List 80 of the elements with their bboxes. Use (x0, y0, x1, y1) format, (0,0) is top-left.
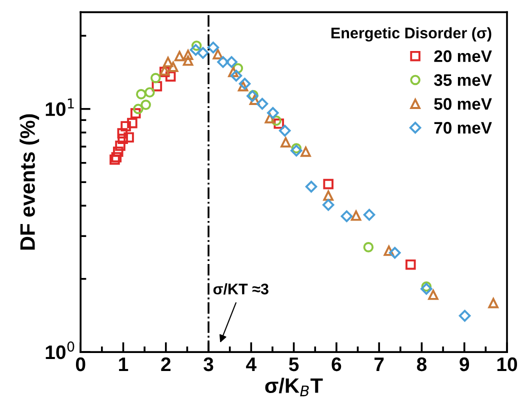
point (232, 63, 244, 74)
y-tick-label: 10$^{1}$ (46, 98, 74, 116)
point (133, 104, 144, 114)
point (165, 71, 176, 82)
legend-label: 50 meV (434, 98, 492, 110)
point (197, 47, 209, 59)
point (150, 72, 161, 84)
annotation: σ/KT ≈3 (213, 283, 268, 295)
point (271, 116, 282, 126)
point (136, 89, 146, 100)
x-tick-label: 4 (246, 358, 256, 372)
x-tick-label: 2 (161, 357, 171, 372)
point (152, 81, 162, 92)
point (182, 50, 194, 60)
point (115, 140, 126, 151)
point (168, 62, 178, 72)
point (228, 66, 238, 78)
point (458, 310, 471, 322)
point (162, 56, 174, 68)
point (182, 56, 194, 66)
x-tick-label: 3 (204, 357, 214, 372)
point (322, 199, 334, 211)
point (238, 81, 248, 92)
point (388, 246, 401, 259)
x-axis-title: σ/K$_{B}$T (265, 378, 323, 396)
point (249, 94, 260, 105)
point (127, 118, 138, 128)
point (174, 50, 185, 62)
point (274, 118, 284, 129)
point (212, 49, 224, 60)
point (140, 100, 151, 110)
point (230, 70, 242, 82)
point (305, 180, 318, 193)
x-tick-label: 9 (460, 357, 470, 372)
point (117, 128, 128, 138)
point (112, 146, 124, 157)
x-tick-label: 6 (332, 357, 342, 372)
point (323, 190, 334, 201)
point (421, 281, 432, 292)
x-tick-label: 5 (288, 358, 299, 372)
point (384, 246, 394, 256)
y-axis-title: DF events (%) (20, 114, 40, 250)
point (111, 152, 122, 162)
point (264, 113, 276, 124)
x-tick-label: 0 (76, 357, 86, 372)
point (110, 154, 120, 165)
point (144, 87, 155, 98)
point (290, 144, 302, 156)
point (420, 282, 432, 295)
point (190, 44, 202, 56)
point (267, 107, 279, 119)
legend-label: 70 meV (434, 122, 492, 134)
point (226, 56, 238, 68)
point (405, 259, 416, 270)
legend-title: Energetic Disorder (σ) (331, 27, 492, 42)
legend-label: 20 meV (434, 50, 492, 62)
y-tick-label: 10$^{0}$ (46, 341, 74, 360)
point (256, 98, 268, 110)
point (130, 108, 141, 118)
x-tick-label: 10 (497, 357, 518, 372)
point (291, 143, 302, 154)
legend-label: 35 meV (434, 74, 492, 86)
point (323, 178, 334, 190)
point (207, 42, 220, 54)
point (428, 290, 438, 300)
point (300, 146, 311, 157)
point (120, 121, 131, 132)
point (278, 124, 291, 137)
x-tick-label: 7 (374, 358, 384, 372)
point (217, 56, 229, 68)
point (280, 137, 291, 148)
point (340, 210, 353, 222)
point (124, 132, 134, 143)
point (191, 40, 202, 51)
point (363, 208, 376, 221)
point (350, 210, 362, 221)
point (488, 298, 498, 308)
x-tick-label: 8 (416, 357, 427, 372)
x-tick-label: 1 (119, 358, 128, 372)
point (363, 242, 374, 252)
